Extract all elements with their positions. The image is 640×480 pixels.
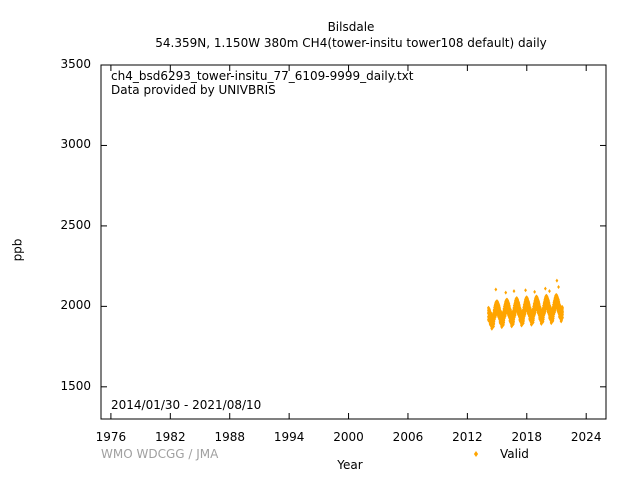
credit-text: WMO WDCGG / JMA xyxy=(101,447,219,461)
data-point xyxy=(492,319,496,324)
data-point xyxy=(557,285,560,290)
x-tick-label: 2024 xyxy=(570,430,602,444)
y-tick-label: 2500 xyxy=(60,217,91,232)
x-tick-label: 1976 xyxy=(95,430,127,444)
data-point xyxy=(555,278,559,283)
data-point xyxy=(561,315,564,320)
y-tick-label: 2000 xyxy=(60,298,91,313)
x-tick-label: 2000 xyxy=(333,430,364,444)
y-tick-label: 3000 xyxy=(60,137,91,152)
x-tick-label: 1988 xyxy=(214,430,245,444)
data-provider: Data provided by UNIVBRIS xyxy=(111,83,276,97)
data-point xyxy=(561,312,564,317)
data-point xyxy=(494,287,498,292)
x-axis-label: Year xyxy=(337,458,363,472)
data-point xyxy=(492,321,496,326)
legend-marker xyxy=(473,451,479,457)
data-point xyxy=(504,290,508,295)
data-point xyxy=(533,289,537,294)
y-tick-label: 1500 xyxy=(60,378,91,393)
chart-subtitle: 54.359N, 1.150W 380m CH4(tower-insitu to… xyxy=(155,36,547,50)
x-tick-label: 1982 xyxy=(155,430,186,444)
x-tick-label: 1994 xyxy=(273,430,305,444)
data-point xyxy=(502,322,505,327)
x-tick-label: 2012 xyxy=(452,430,483,444)
y-tick-label: 3500 xyxy=(60,57,91,71)
x-tick-label: 2006 xyxy=(392,430,424,444)
data-series-valid xyxy=(487,278,565,331)
data-point xyxy=(561,309,564,314)
data-point xyxy=(524,288,527,293)
x-ticks xyxy=(110,65,587,419)
data-point xyxy=(561,305,564,310)
y-ticks xyxy=(101,64,606,388)
x-tick-label: 2018 xyxy=(511,430,543,444)
data-point xyxy=(512,289,516,294)
chart-title: Bilsdale xyxy=(327,20,375,34)
data-point xyxy=(548,289,551,294)
legend-diamond-icon xyxy=(473,451,479,457)
y-axis-label: ppb xyxy=(10,238,25,262)
legend-label: Valid xyxy=(500,447,529,461)
data-point xyxy=(543,286,547,291)
data-period: 2014/01/30 - 2021/08/10 xyxy=(111,398,262,412)
data-filename: ch4_bsd6293_tower-insitu_77_6109-9999_da… xyxy=(111,69,414,83)
plot-frame xyxy=(100,64,607,420)
